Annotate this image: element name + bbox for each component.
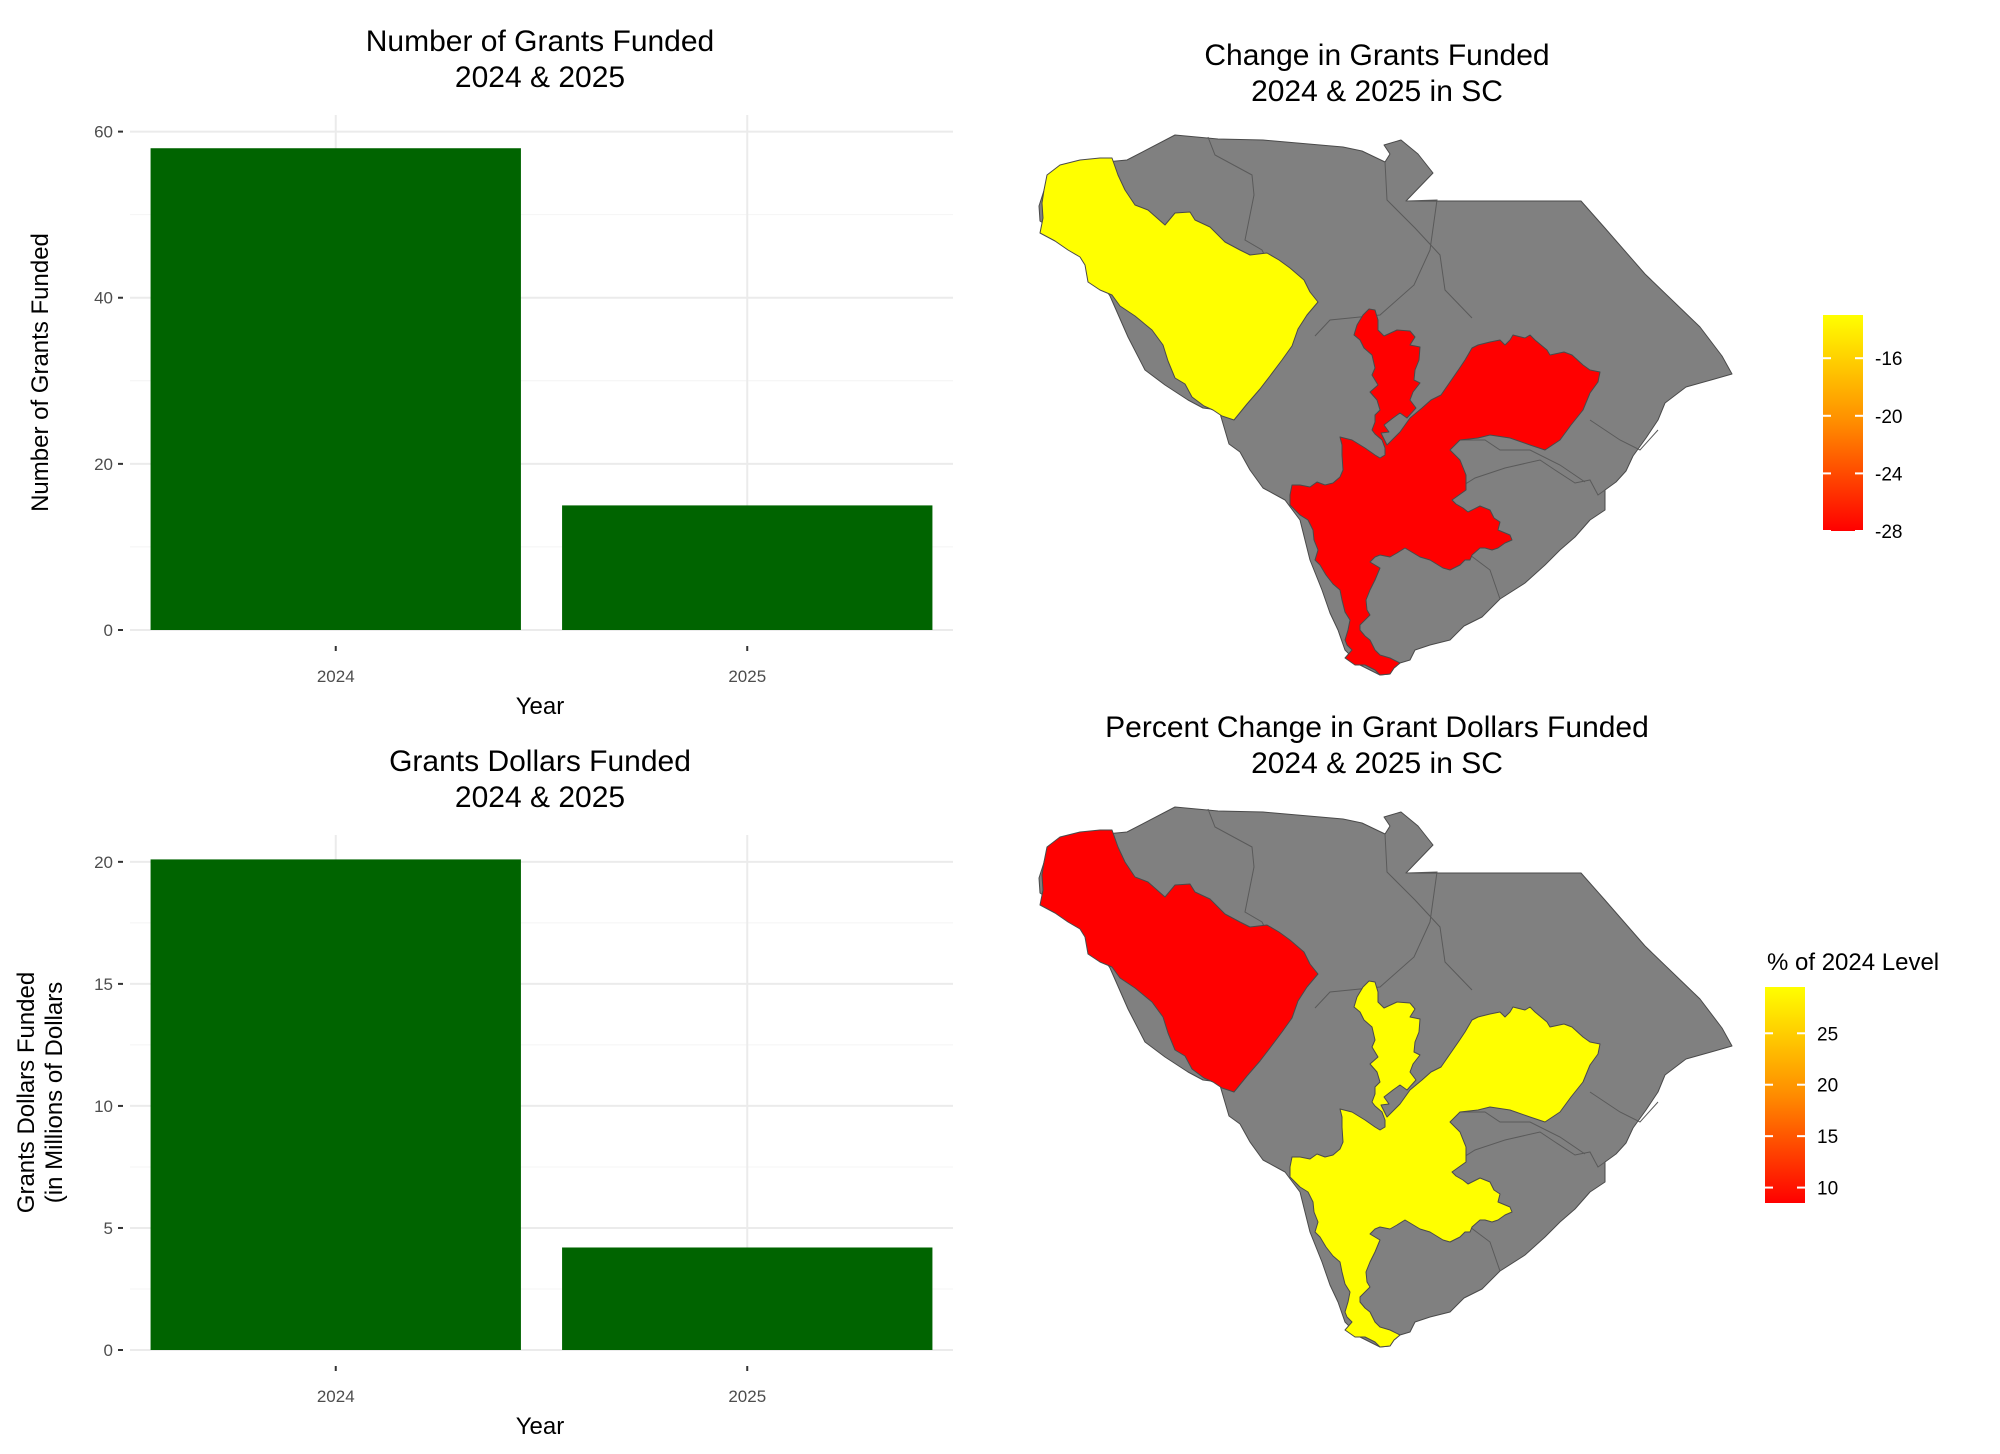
region-central	[1289, 980, 1601, 1348]
y-axis-title: Grants Dollars Funded(in Millions of Dol…	[13, 972, 68, 1213]
y-tick-labels: 0 5 10 15 20	[94, 853, 123, 1360]
bar-2024	[150, 148, 521, 630]
legend-tick-label: 25	[1817, 1024, 1838, 1045]
x-tick-label: 2024	[317, 667, 355, 686]
legend-colorbar	[1765, 987, 1805, 1203]
y-tick-label: 0	[104, 621, 113, 640]
legend-tick-labels: -16 -20 -24 -28	[1823, 349, 1903, 543]
y-tick-label: 20	[94, 853, 113, 872]
interior-borders	[1207, 136, 1659, 600]
x-axis-title: Year	[516, 693, 565, 720]
chart-title-line-1: Number of Grants Funded	[366, 25, 715, 58]
y-axis-title: Number of Grants Funded	[27, 233, 54, 512]
region-northwest	[1039, 829, 1319, 1093]
bar-chart-grant-count: Number of Grants Funded 2024 & 2025 0 20 4…	[27, 25, 953, 720]
y-tick-label: 0	[104, 1341, 113, 1360]
map-title-line-1: Change in Grants Funded	[1204, 39, 1549, 72]
chart-title-line-2: 2024 & 2025	[455, 781, 625, 814]
x-tick-labels: 2024 2025	[317, 1366, 766, 1406]
x-tick-label: 2024	[317, 1387, 355, 1406]
x-tick-label: 2025	[728, 667, 766, 686]
legend-tick-label: -28	[1875, 522, 1902, 543]
choropleth-map-dollar-percent: Percent Change in Grant Dollars Funded 2…	[1038, 711, 1939, 1348]
region-central	[1289, 308, 1601, 676]
legend-tick-label: 15	[1817, 1127, 1838, 1148]
legend-colorbar	[1823, 315, 1863, 531]
bars	[150, 148, 933, 630]
y-tick-label: 20	[94, 455, 113, 474]
chart-title-line-2: 2024 & 2025	[455, 61, 625, 94]
y-tick-label: 60	[94, 123, 113, 142]
choropleth-map-grant-change: Change in Grants Funded 2024 & 2025 in S…	[1038, 39, 1903, 676]
legend-tick-label: -16	[1875, 349, 1902, 370]
map-title-line-2: 2024 & 2025 in SC	[1251, 747, 1503, 780]
chart-title-line-1: Grants Dollars Funded	[389, 745, 691, 778]
y-axis-title-line: Grants Dollars Funded	[13, 972, 40, 1213]
bar-2024	[150, 859, 521, 1350]
y-tick-labels: 0 20 40 60	[94, 123, 123, 640]
map-title-line-1: Percent Change in Grant Dollars Funded	[1105, 711, 1649, 744]
legend-tick-label: 20	[1817, 1076, 1838, 1097]
legend-title: % of 2024 Level	[1767, 949, 1939, 976]
x-tick-label: 2025	[728, 1387, 766, 1406]
legend-tick-labels: 25 20 15 10	[1765, 1024, 1838, 1200]
legend-tick-label: -20	[1875, 407, 1902, 428]
y-axis-title-line: (in Millions of Dollars	[41, 982, 68, 1203]
y-tick-label: 40	[94, 289, 113, 308]
sc-map	[1038, 806, 1733, 1348]
legend-tick-label: -24	[1875, 464, 1903, 485]
region-northwest	[1039, 157, 1319, 421]
bar-chart-grant-dollars: Grants Dollars Funded 2024 & 2025 0 5 10 15…	[13, 745, 953, 1440]
y-tick-label: 10	[94, 1097, 113, 1116]
bar-2025	[562, 1247, 933, 1350]
bar-2025	[562, 505, 933, 630]
x-tick-labels: 2024 2025	[317, 646, 766, 686]
y-axis-title-line: Number of Grants Funded	[27, 233, 54, 512]
y-axis-title-text: Grants Dollars Funded(in Millions of Dol…	[13, 972, 68, 1213]
y-tick-label: 15	[94, 975, 113, 994]
y-tick-label: 5	[104, 1219, 113, 1238]
x-axis-title: Year	[516, 1413, 565, 1440]
map-title-line-2: 2024 & 2025 in SC	[1251, 75, 1503, 108]
interior-borders	[1207, 808, 1659, 1272]
sc-map	[1038, 134, 1733, 676]
y-axis-title-text: Number of Grants Funded	[27, 233, 54, 512]
bars	[150, 859, 933, 1350]
legend-tick-label: 10	[1817, 1179, 1838, 1200]
